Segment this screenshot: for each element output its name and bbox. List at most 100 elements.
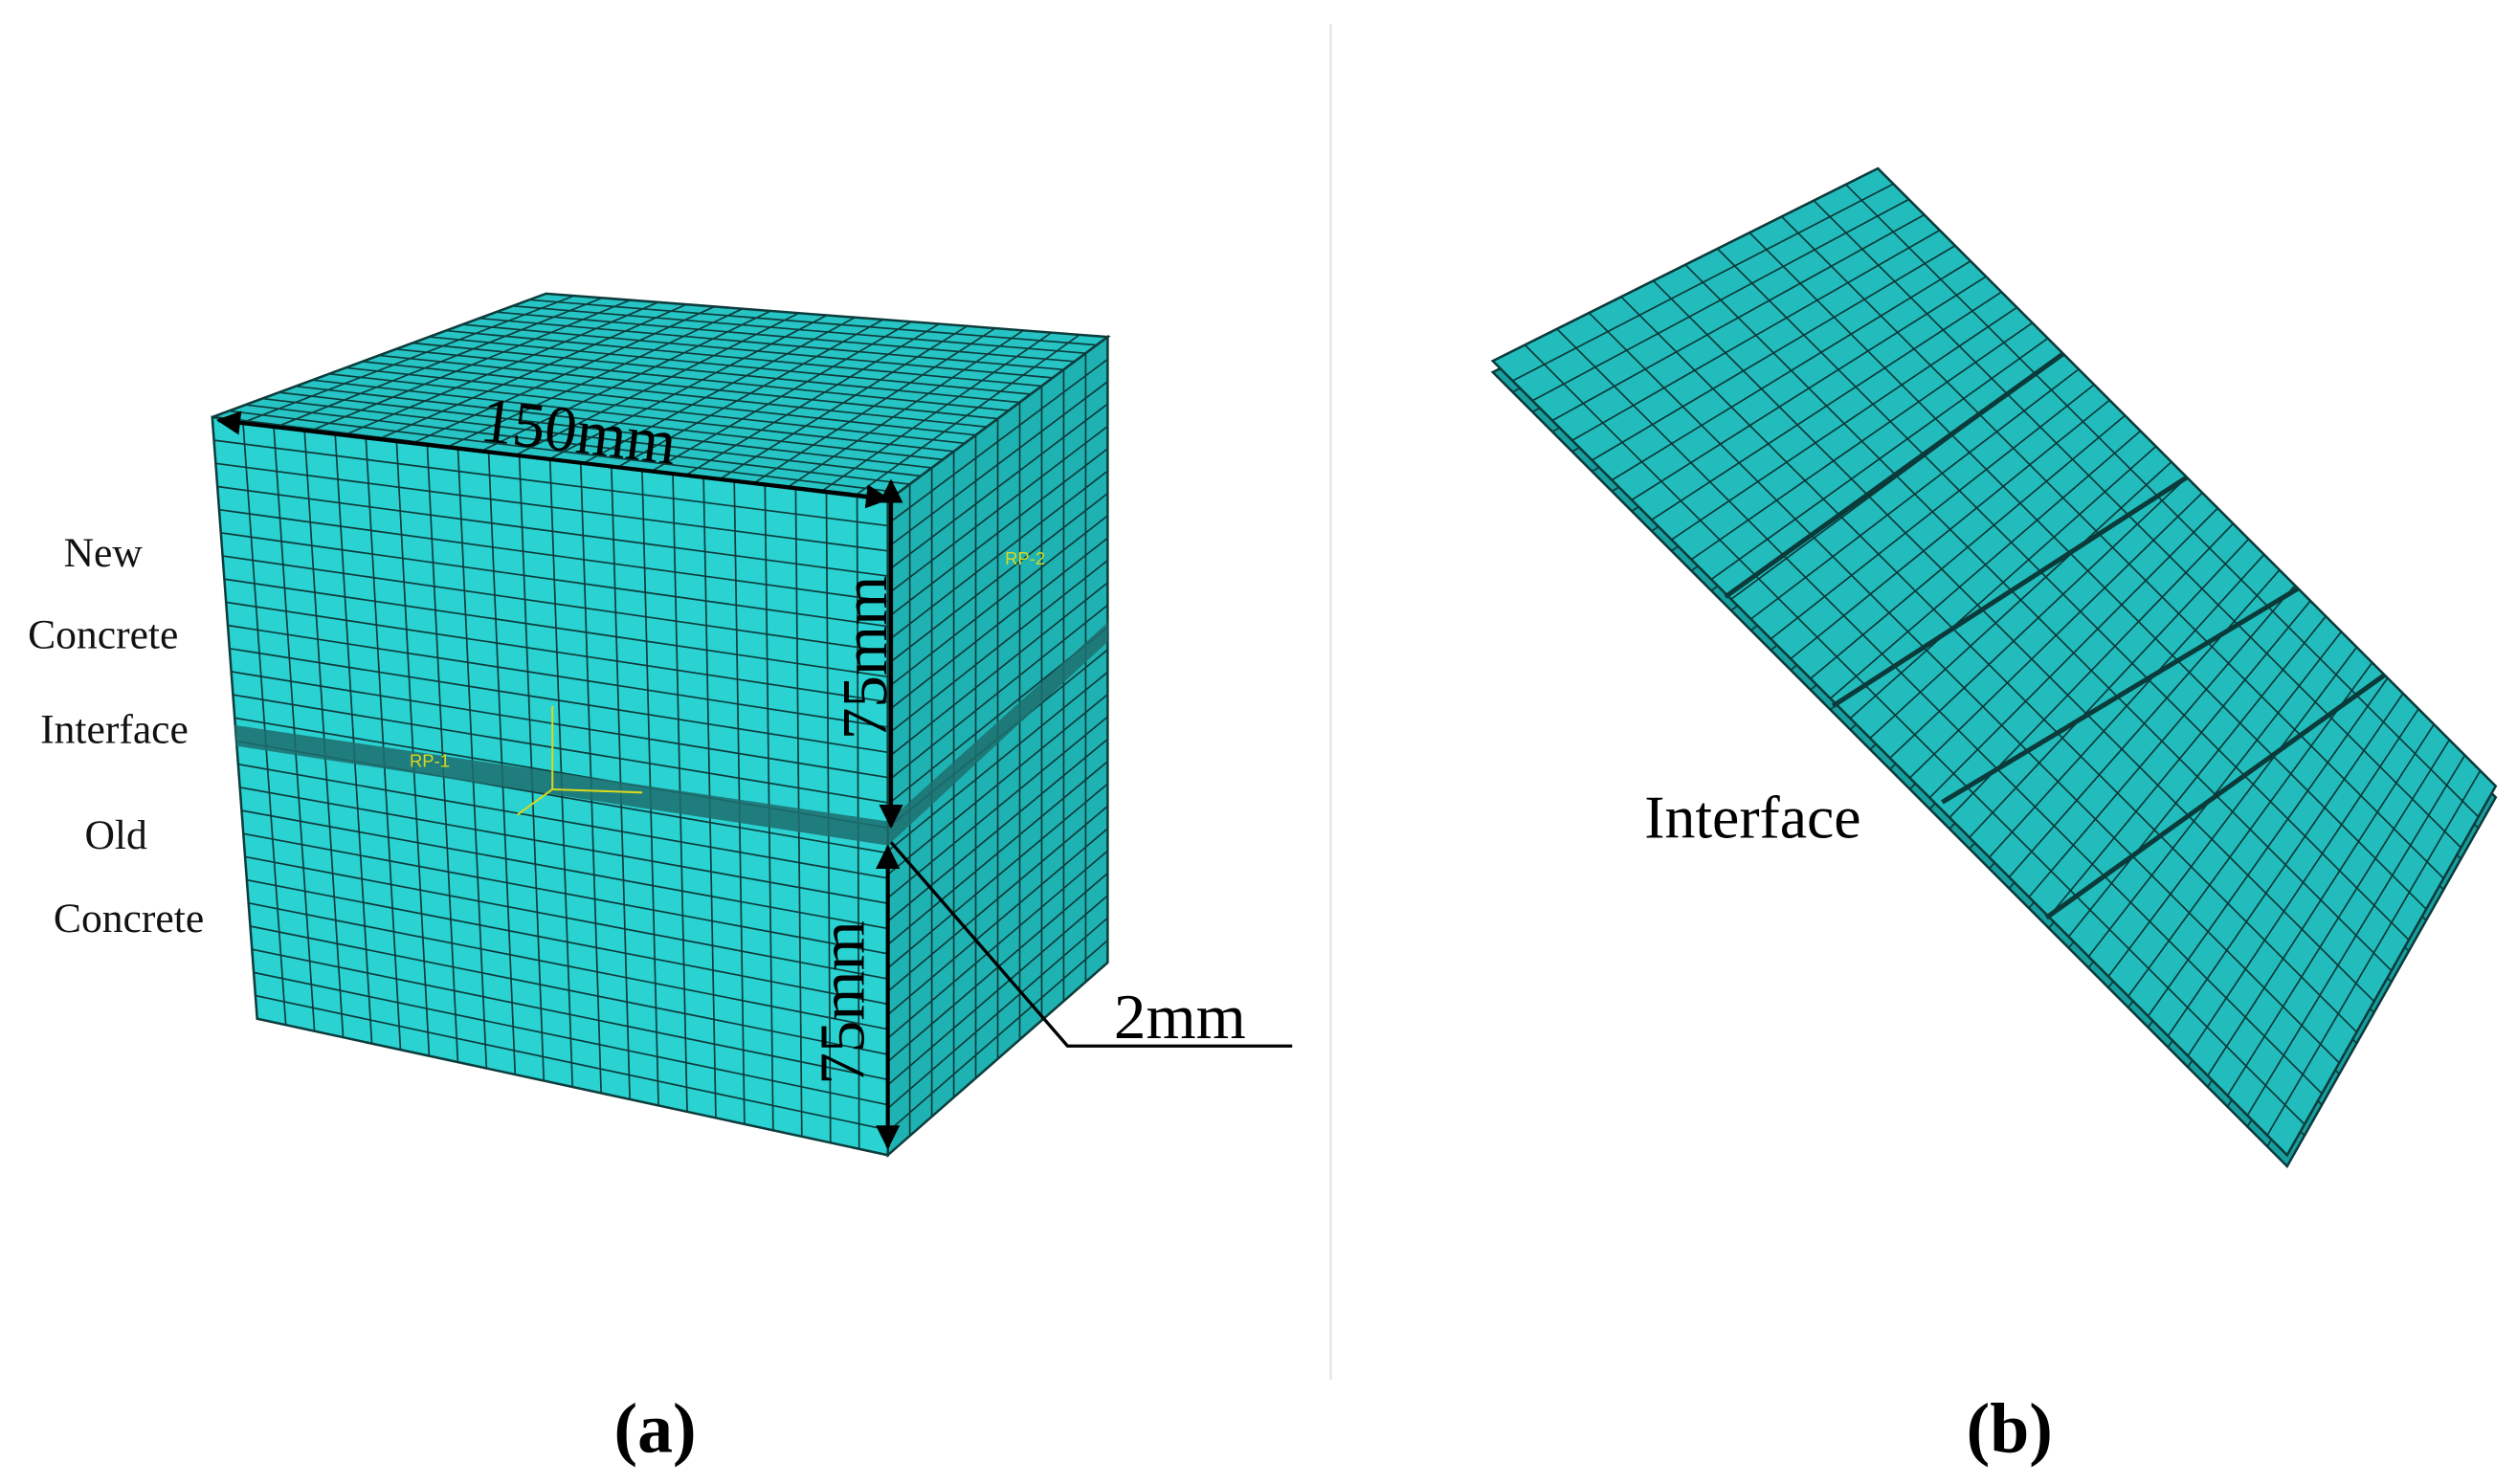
- mesh-line: [2127, 662, 2373, 997]
- mesh-line: [1869, 461, 2172, 740]
- mesh-line: [1830, 430, 2142, 699]
- mesh-line: [1988, 553, 2265, 858]
- mesh-line: [255, 994, 888, 1131]
- mesh-line: [224, 578, 888, 678]
- mesh-line: [2107, 646, 2358, 978]
- mesh-line: [887, 917, 1108, 1110]
- mesh-line: [1810, 414, 2126, 679]
- step-edge: [1724, 351, 2065, 599]
- mesh-line: [246, 878, 888, 1006]
- caption-b: (b): [1967, 1388, 2053, 1467]
- mesh-line: [887, 582, 1108, 759]
- mesh-line: [887, 761, 1108, 946]
- interface-band-side: [887, 622, 1108, 846]
- mesh-line: [229, 647, 888, 754]
- step-edge: [1941, 586, 2300, 805]
- mesh-line: [1671, 306, 2017, 541]
- mesh-line: [243, 832, 888, 955]
- mesh-line: [1592, 245, 1956, 461]
- mesh-line: [1531, 198, 1909, 402]
- thickness-label: 2mm: [1114, 981, 1246, 1052]
- mesh-line: [887, 738, 1108, 922]
- step-edge: [1831, 475, 2189, 708]
- mesh-line: [887, 828, 1108, 1016]
- mesh-line: [2187, 708, 2419, 1056]
- mesh-line: [231, 671, 888, 779]
- mesh-line: [1790, 399, 2110, 660]
- mesh-line: [313, 299, 631, 431]
- mesh-line: [1551, 213, 1926, 422]
- mesh-line: [239, 786, 888, 904]
- rp1-label: RP-1: [410, 750, 450, 770]
- mesh-line: [887, 425, 1108, 595]
- mesh-line: [2266, 770, 2482, 1136]
- side-label: Interface: [40, 706, 189, 752]
- mesh-line: [1512, 183, 1894, 382]
- interface-band: [234, 724, 888, 846]
- mesh-line: [887, 560, 1108, 736]
- mesh-line: [887, 940, 1108, 1133]
- mesh-line: [248, 901, 888, 1030]
- mesh-line: [887, 403, 1108, 572]
- mesh-line: [2226, 739, 2451, 1096]
- mesh-line: [250, 925, 888, 1055]
- mesh-line: [233, 694, 888, 804]
- mesh-line: [2246, 754, 2466, 1117]
- mesh-line: [2167, 693, 2404, 1037]
- mesh-line: [1770, 384, 2095, 640]
- mesh-line: [887, 604, 1108, 782]
- rp2-label: RP-2: [1005, 548, 1045, 568]
- mesh-line: [887, 448, 1108, 618]
- lower-height-label: 75mm: [807, 920, 879, 1084]
- mesh-line: [1611, 260, 1971, 481]
- caption-a: (a): [614, 1388, 697, 1467]
- leader-line: [889, 841, 1293, 1048]
- mesh-line: [279, 297, 603, 427]
- axis-triad: [516, 705, 643, 816]
- mesh-line: [1849, 445, 2157, 720]
- mesh-line: [2147, 677, 2389, 1017]
- interface-mesh: [1490, 166, 2498, 1169]
- mesh-line: [2048, 600, 2311, 918]
- upper-height-label: 75mm: [829, 576, 901, 740]
- mesh-line: [887, 470, 1108, 642]
- step-edge: [2044, 673, 2387, 920]
- mesh-line: [853, 334, 1080, 498]
- mesh-line: [1631, 276, 1987, 501]
- mesh-line: [227, 624, 888, 728]
- mesh-line: [887, 358, 1108, 525]
- interface-label: Interface: [1644, 783, 1860, 851]
- side-label: Old: [84, 812, 147, 858]
- mesh-line: [887, 694, 1108, 875]
- mesh-line: [1651, 291, 2002, 521]
- mesh-line: [887, 805, 1108, 992]
- mesh-line: [1928, 507, 2218, 799]
- mesh-line: [244, 855, 888, 980]
- mesh-line: [252, 948, 888, 1081]
- mesh-line: [2008, 569, 2281, 878]
- mesh-line: [887, 671, 1108, 853]
- mesh-line: [253, 971, 888, 1106]
- mesh-line: [1750, 368, 2080, 620]
- mesh-line: [887, 492, 1108, 665]
- width-arrow: [215, 410, 891, 509]
- side-label: Concrete: [28, 611, 178, 657]
- mesh-line: [1889, 476, 2188, 759]
- mesh-line: [1969, 538, 2250, 838]
- mesh-line: [2028, 585, 2296, 898]
- side-label: New: [64, 530, 144, 576]
- mesh-line: [887, 515, 1108, 689]
- mesh-line: [245, 295, 575, 423]
- mesh-line: [887, 783, 1108, 969]
- mesh-line: [1710, 337, 2049, 581]
- mesh-line: [1690, 321, 2034, 561]
- side-label: Concrete: [54, 896, 204, 941]
- mesh-line: [218, 508, 888, 603]
- mesh-line: [226, 601, 888, 703]
- mesh-line: [220, 532, 888, 628]
- mesh-line: [241, 809, 888, 930]
- mesh-line: [2067, 615, 2327, 938]
- mesh-line: [887, 895, 1108, 1086]
- mesh-line: [887, 381, 1108, 548]
